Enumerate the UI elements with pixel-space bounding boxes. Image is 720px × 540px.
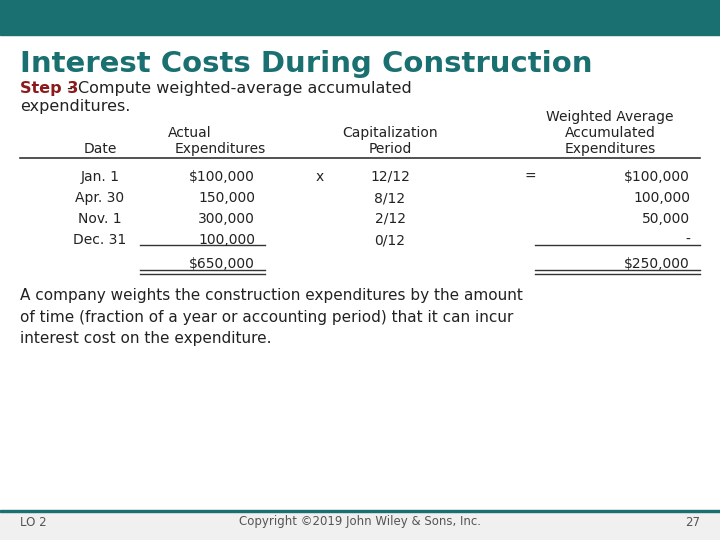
Text: Expenditures: Expenditures [174,142,266,156]
Text: Accumulated: Accumulated [564,126,655,140]
Text: 12/12: 12/12 [370,170,410,184]
Text: $650,000: $650,000 [189,257,255,271]
Text: Capitalization: Capitalization [342,126,438,140]
Text: Period: Period [369,142,412,156]
Text: $100,000: $100,000 [624,170,690,184]
Text: A company weights the construction expenditures by the amount
of time (fraction : A company weights the construction expen… [20,288,523,346]
Text: =: = [524,170,536,184]
Text: 100,000: 100,000 [198,233,255,247]
Text: Apr. 30: Apr. 30 [76,191,125,205]
Text: 0/12: 0/12 [374,233,405,247]
Text: expenditures.: expenditures. [20,99,130,114]
Text: Nov. 1: Nov. 1 [78,212,122,226]
Text: Weighted Average: Weighted Average [546,110,674,124]
Text: Dec. 31: Dec. 31 [73,233,127,247]
Text: 27: 27 [685,516,700,529]
Text: - Compute weighted-average accumulated: - Compute weighted-average accumulated [62,81,412,96]
Text: LO 2: LO 2 [20,516,47,529]
Text: Step 3: Step 3 [20,81,78,96]
Text: 50,000: 50,000 [642,212,690,226]
Text: 150,000: 150,000 [198,191,255,205]
Text: $250,000: $250,000 [624,257,690,271]
Text: Date: Date [84,142,117,156]
Text: 8/12: 8/12 [374,191,405,205]
Text: -: - [685,233,690,247]
Text: Jan. 1: Jan. 1 [81,170,120,184]
Text: Interest Costs During Construction: Interest Costs During Construction [20,50,593,78]
Bar [0,512,720,540]
Text: Copyright ©2019 John Wiley & Sons, Inc.: Copyright ©2019 John Wiley & Sons, Inc. [239,516,481,529]
Text: 300,000: 300,000 [198,212,255,226]
Text: 2/12: 2/12 [374,212,405,226]
Text: $100,000: $100,000 [189,170,255,184]
Bar [0,510,720,512]
Text: Expenditures: Expenditures [564,142,656,156]
Text: 100,000: 100,000 [633,191,690,205]
Text: Actual: Actual [168,126,212,140]
Text: x: x [316,170,324,184]
Bar [0,0,720,35]
